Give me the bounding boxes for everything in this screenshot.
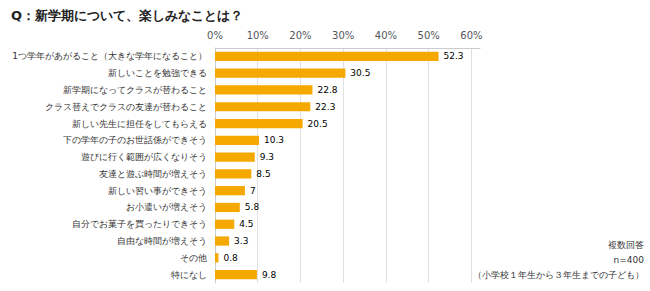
svg-text:自分でお菓子を買ったりできそう: 自分でお菓子を買ったりできそう <box>72 219 207 229</box>
svg-text:0%: 0% <box>207 30 223 41</box>
svg-text:10.3: 10.3 <box>264 135 284 145</box>
svg-text:10%: 10% <box>247 30 269 41</box>
svg-text:5.8: 5.8 <box>245 202 260 212</box>
svg-text:3.3: 3.3 <box>234 236 248 246</box>
svg-text:クラス替えでクラスの友達が替わること: クラス替えでクラスの友達が替わること <box>45 102 207 112</box>
svg-text:その他: その他 <box>180 253 207 263</box>
svg-text:n=400: n=400 <box>614 255 645 265</box>
svg-text:60%: 60% <box>460 30 482 41</box>
svg-text:22.3: 22.3 <box>315 102 335 112</box>
svg-text:52.3: 52.3 <box>444 51 464 61</box>
svg-text:友達と遊ぶ時間が増えそう: 友達と遊ぶ時間が増えそう <box>99 169 207 179</box>
svg-text:20%: 20% <box>289 30 311 41</box>
svg-text:50%: 50% <box>418 30 440 41</box>
svg-text:4.5: 4.5 <box>239 219 253 229</box>
svg-text:遊びに行く範囲が広くなりそう: 遊びに行く範囲が広くなりそう <box>81 152 207 162</box>
svg-text:9.8: 9.8 <box>262 270 277 280</box>
svg-text:0.8: 0.8 <box>223 253 238 263</box>
svg-text:7: 7 <box>250 186 256 196</box>
svg-text:新しい習い事ができそう: 新しい習い事ができそう <box>108 186 207 196</box>
svg-text:40%: 40% <box>375 30 397 41</box>
svg-text:9.3: 9.3 <box>260 152 274 162</box>
svg-text:特になし: 特になし <box>171 270 207 280</box>
svg-text:複数回答: 複数回答 <box>608 240 644 250</box>
svg-text:Q：新学期について、楽しみなことは？: Q：新学期について、楽しみなことは？ <box>11 8 243 23</box>
svg-text:1つ学年があがること（大きな学年になること）: 1つ学年があがること（大きな学年になること） <box>12 51 207 61</box>
svg-text:新しい先生に担任をしてもらえる: 新しい先生に担任をしてもらえる <box>72 119 207 129</box>
svg-text:お小遣いが増えそう: お小遣いが増えそう <box>126 202 207 212</box>
svg-text:下の学年の子のお世話係ができそう: 下の学年の子のお世話係ができそう <box>63 135 207 145</box>
svg-text:30%: 30% <box>332 30 354 41</box>
svg-text:新学期になってクラスが替わること: 新学期になってクラスが替わること <box>63 85 207 95</box>
svg-text:新しいことを勉強できる: 新しいことを勉強できる <box>108 68 207 78</box>
svg-text:22.8: 22.8 <box>317 85 337 95</box>
svg-text:自由な時間が増えそう: 自由な時間が増えそう <box>117 236 207 246</box>
svg-text:（小学校１年生から３年生までの子ども）: （小学校１年生から３年生までの子ども） <box>473 270 644 280</box>
svg-text:8.5: 8.5 <box>256 169 270 179</box>
svg-text:30.5: 30.5 <box>350 68 370 78</box>
svg-text:20.5: 20.5 <box>308 119 328 129</box>
